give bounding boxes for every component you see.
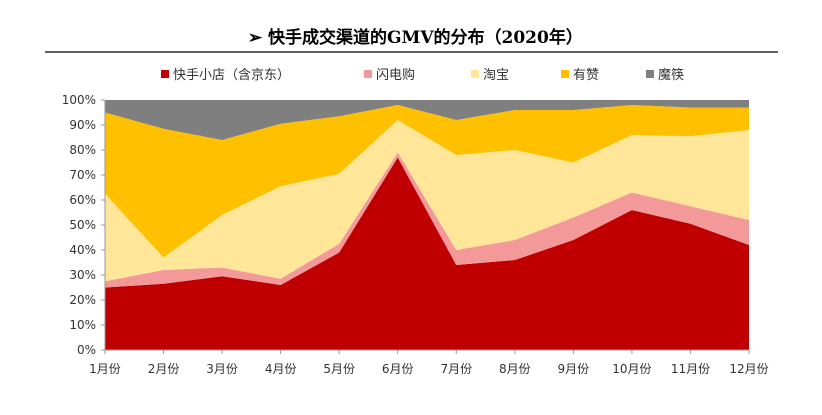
x-tick-label: 4月份: [265, 362, 297, 376]
x-tick-label: 10月份: [612, 362, 651, 376]
x-tick-label: 3月份: [206, 362, 238, 376]
area-series-0: [105, 157, 749, 350]
x-tick-label: 1月份: [89, 362, 121, 376]
title-arrow-icon: ➢: [248, 28, 263, 48]
x-tick-label: 6月份: [382, 362, 414, 376]
y-tick-label: 90%: [69, 118, 96, 132]
x-tick-label: 7月份: [440, 362, 472, 376]
area-series-4: [105, 100, 749, 140]
legend-swatch-2: [471, 70, 479, 78]
x-tick-label: 8月份: [499, 362, 531, 376]
chart-axes: 0% 10% 20% 30% 40% 50% 60% 70% 80% 90% 100% 1月份 2月份 3…: [62, 93, 769, 376]
legend-label-3: 有赞: [573, 68, 599, 83]
legend-label-0: 快手小店（含京东）: [173, 67, 290, 83]
chart-title-group: ➢ 快手成交渠道的GMV的分布（2020年）: [248, 27, 583, 48]
y-tick-label: 50%: [69, 218, 96, 232]
y-tick-label: 30%: [69, 268, 96, 282]
stacked-areas: [105, 100, 749, 350]
area-series-3: [105, 105, 749, 258]
legend-swatch-0: [161, 70, 169, 78]
y-tick-label: 40%: [69, 243, 96, 257]
legend-swatch-3: [561, 70, 569, 78]
chart-legend: 快手小店（含京东） 闪电购 淘宝 有赞 魔筷: [161, 67, 684, 83]
y-tick-label: 20%: [69, 293, 96, 307]
y-tick-label: 10%: [69, 318, 96, 332]
area-series-1: [105, 152, 749, 288]
legend-swatch-4: [646, 70, 654, 78]
x-tick-label: 12月份: [729, 362, 768, 376]
legend-label-1: 闪电购: [376, 67, 415, 83]
y-tick-label: 80%: [69, 143, 96, 157]
legend-swatch-1: [364, 70, 372, 78]
y-tick-label: 60%: [69, 193, 96, 207]
chart-title: 快手成交渠道的GMV的分布（2020年）: [268, 27, 583, 48]
y-tick-label: 100%: [62, 93, 96, 107]
x-tick-label: 5月份: [323, 362, 355, 376]
legend-label-2: 淘宝: [483, 68, 509, 83]
x-tick-label: 9月份: [558, 362, 590, 376]
y-tick-label: 70%: [69, 168, 96, 182]
x-tick-label: 11月份: [671, 362, 710, 376]
legend-label-4: 魔筷: [658, 67, 684, 83]
x-tick-label: 2月份: [148, 362, 180, 376]
area-series-2: [105, 120, 749, 282]
y-tick-label: 0%: [77, 343, 96, 357]
